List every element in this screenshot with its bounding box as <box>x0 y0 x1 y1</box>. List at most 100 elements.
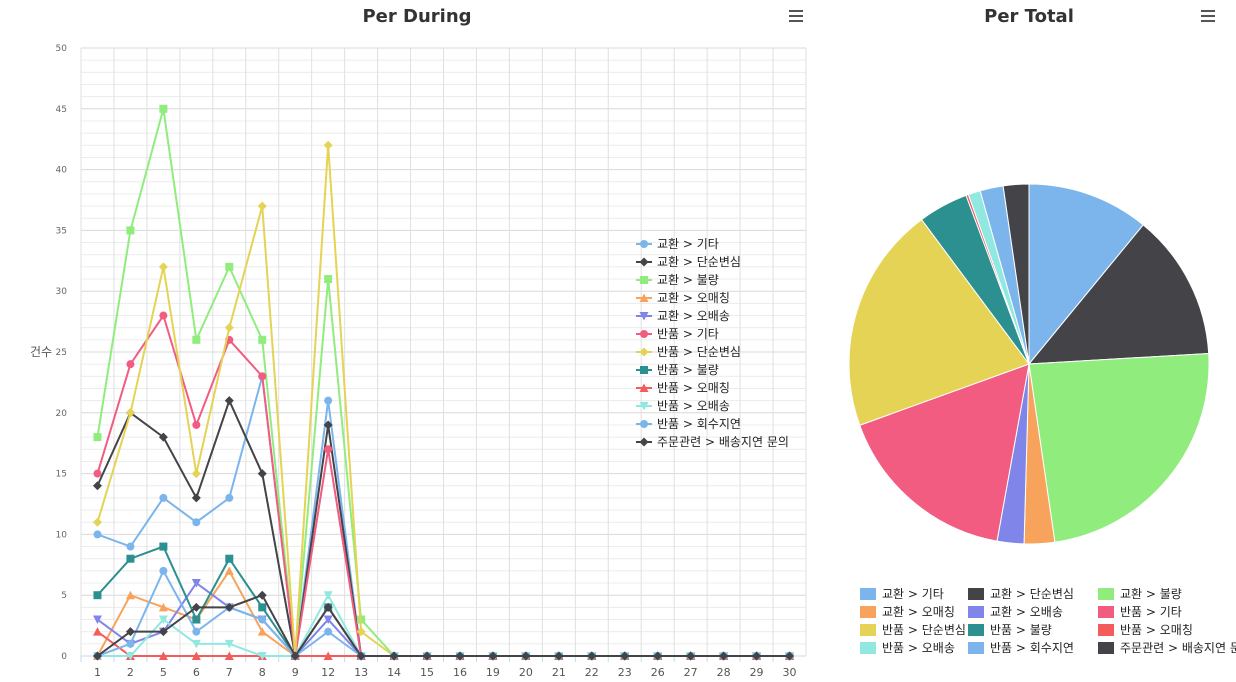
data-point[interactable] <box>158 262 168 272</box>
data-point[interactable] <box>488 651 498 661</box>
legend-marker[interactable] <box>639 347 649 357</box>
legend-item[interactable]: 반품 > 오배송 <box>636 399 730 413</box>
data-point[interactable] <box>356 627 366 637</box>
data-point[interactable] <box>125 627 135 637</box>
legend-item[interactable]: 교환 > 단순변심 <box>636 255 741 269</box>
data-point[interactable] <box>126 542 135 551</box>
legend-item[interactable]: 반품 > 회수지연 <box>636 417 741 431</box>
data-point[interactable] <box>224 396 234 406</box>
data-point[interactable] <box>225 493 234 502</box>
data-point[interactable] <box>324 627 333 636</box>
legend-marker[interactable] <box>639 293 649 303</box>
data-point[interactable] <box>159 311 168 320</box>
legend-item[interactable]: 반품 > 기타 <box>636 327 719 341</box>
data-point[interactable] <box>158 651 168 661</box>
data-point[interactable] <box>324 396 333 405</box>
data-point[interactable] <box>126 226 135 235</box>
pie-slice[interactable] <box>1028 352 1210 543</box>
pie-legend-item[interactable]: 반품 > 오매칭 <box>1098 621 1193 639</box>
pie-slice[interactable] <box>859 363 1030 542</box>
data-point[interactable] <box>587 651 597 661</box>
data-point[interactable] <box>323 602 333 612</box>
data-point[interactable] <box>92 615 102 625</box>
data-point[interactable] <box>192 627 201 636</box>
data-point[interactable] <box>554 651 564 661</box>
data-point[interactable] <box>125 652 135 661</box>
pie-legend-item[interactable]: 반품 > 오배송 <box>860 639 955 657</box>
data-point[interactable] <box>159 493 168 502</box>
data-point[interactable] <box>126 360 135 369</box>
pie-legend-item[interactable]: 교환 > 불량 <box>1098 585 1182 603</box>
line-chart-menu-icon[interactable] <box>789 10 803 24</box>
data-point[interactable] <box>224 323 234 333</box>
pie-legend-item[interactable]: 반품 > 기타 <box>1098 603 1182 621</box>
data-point[interactable] <box>323 140 333 150</box>
legend-marker[interactable] <box>639 257 649 267</box>
data-point[interactable] <box>126 554 135 563</box>
data-point[interactable] <box>191 469 201 479</box>
data-point[interactable] <box>257 652 267 661</box>
data-point[interactable] <box>257 627 267 636</box>
data-point[interactable] <box>93 530 102 539</box>
data-point[interactable] <box>225 554 234 563</box>
data-point[interactable] <box>191 651 201 661</box>
data-point[interactable] <box>324 445 333 454</box>
data-point[interactable] <box>389 651 399 661</box>
data-point[interactable] <box>92 481 102 491</box>
legend-marker[interactable] <box>640 276 648 284</box>
data-point[interactable] <box>92 517 102 527</box>
data-point[interactable] <box>653 651 663 661</box>
pie-legend-item[interactable]: 주문관련 > 배송지연 문의 <box>1098 639 1236 657</box>
legend-marker[interactable] <box>639 437 649 447</box>
legend-item[interactable]: 교환 > 기타 <box>636 237 719 251</box>
data-point[interactable] <box>158 602 168 612</box>
data-point[interactable] <box>224 639 234 649</box>
pie-legend-item[interactable]: 교환 > 오매칭 <box>860 603 955 621</box>
pie-legend-item[interactable]: 반품 > 불량 <box>968 621 1052 639</box>
data-point[interactable] <box>686 651 696 661</box>
data-point[interactable] <box>620 651 630 661</box>
data-point[interactable] <box>323 651 333 661</box>
data-point[interactable] <box>224 602 234 612</box>
data-point[interactable] <box>785 651 795 661</box>
legend-marker[interactable] <box>639 402 649 411</box>
legend-marker[interactable] <box>639 312 649 321</box>
data-point[interactable] <box>191 493 201 503</box>
data-point[interactable] <box>192 420 201 429</box>
data-point[interactable] <box>225 262 234 271</box>
data-point[interactable] <box>125 408 135 418</box>
legend-marker[interactable] <box>640 366 648 374</box>
data-point[interactable] <box>191 602 201 612</box>
data-point[interactable] <box>159 542 168 551</box>
data-point[interactable] <box>257 590 267 600</box>
data-point[interactable] <box>257 469 267 479</box>
data-point[interactable] <box>126 639 135 648</box>
legend-item[interactable]: 주문관련 > 배송지연 문의 <box>636 435 789 449</box>
pie-slice[interactable] <box>1002 183 1030 365</box>
data-point[interactable] <box>258 603 267 612</box>
data-point[interactable] <box>323 615 333 625</box>
data-point[interactable] <box>159 104 168 113</box>
pie-legend-item[interactable]: 교환 > 오배송 <box>968 603 1063 621</box>
data-point[interactable] <box>224 651 234 661</box>
data-point[interactable] <box>258 615 267 624</box>
data-point[interactable] <box>192 335 201 344</box>
data-point[interactable] <box>192 518 201 527</box>
pie-legend-item[interactable]: 반품 > 회수지연 <box>968 639 1074 657</box>
data-point[interactable] <box>422 651 432 661</box>
data-point[interactable] <box>191 639 201 649</box>
data-point[interactable] <box>191 579 201 588</box>
data-point[interactable] <box>192 615 201 624</box>
legend-marker[interactable] <box>640 240 648 248</box>
data-point[interactable] <box>290 651 300 661</box>
data-point[interactable] <box>719 651 729 661</box>
data-point[interactable] <box>324 275 333 284</box>
pie-slice[interactable] <box>1028 183 1144 366</box>
legend-item[interactable]: 교환 > 오배송 <box>636 309 730 323</box>
series-line[interactable] <box>96 593 790 658</box>
data-point[interactable] <box>356 651 366 661</box>
data-point[interactable] <box>93 433 102 442</box>
data-point[interactable] <box>521 651 531 661</box>
data-point[interactable] <box>752 651 762 661</box>
data-point[interactable] <box>92 651 102 661</box>
